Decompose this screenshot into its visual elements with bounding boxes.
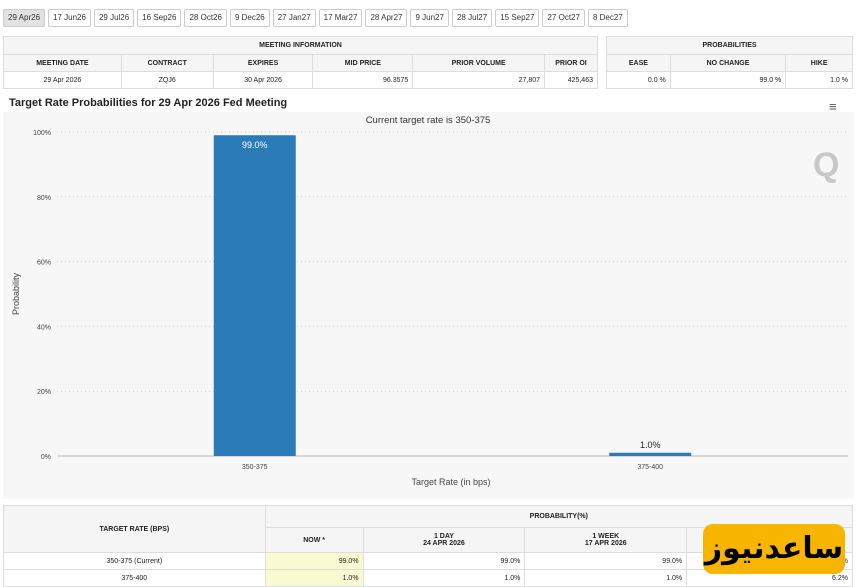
y-tick-label: 60%	[37, 260, 51, 267]
probability-value: 1.0 %	[785, 71, 853, 89]
probability-cell: 1.0%	[264, 569, 364, 587]
meeting-value: 29 Apr 2026	[3, 71, 122, 89]
column-header: NO CHANGE	[669, 54, 787, 72]
meeting-tab[interactable]: 16 Sep26	[137, 9, 182, 27]
y-tick-label: 100%	[33, 130, 51, 137]
period-header: 1 DAY 24 APR 2026	[362, 527, 526, 553]
meeting-tabs: 29 Apr26 17 Jun26 29 Jul26 16 Sep26 28 Oct26…	[3, 9, 628, 27]
meeting-value: 425,463	[544, 71, 598, 89]
meeting-value: 27,807	[412, 71, 546, 89]
period-label: NOW *	[303, 536, 325, 544]
meeting-value: 96.3575	[312, 71, 414, 89]
probability-header: PROBABILITY(%)	[264, 505, 854, 528]
y-tick-label: 20%	[37, 389, 51, 396]
chart-title: Target Rate Probabilities for 29 Apr 202…	[9, 97, 288, 109]
column-header: EXPIRES	[212, 54, 314, 72]
meeting-tab[interactable]: 28 Oct26	[184, 9, 227, 27]
meeting-tab[interactable]: 17 Jun26	[48, 9, 91, 27]
target-rate: 350-375 (Current)	[3, 552, 266, 570]
meeting-tab[interactable]: 29 Apr26	[3, 9, 46, 27]
meeting-info-table: MEETING INFORMATION MEETING DATE CONTRACT…	[3, 36, 598, 89]
period-header: 1 WEEK 17 APR 2026	[524, 527, 688, 553]
meeting-tab[interactable]: 28 Jul27	[451, 9, 493, 27]
period-header: NOW *	[264, 527, 364, 553]
y-axis-label: Probability	[11, 272, 21, 315]
meeting-tab[interactable]: 17 Mar27	[318, 9, 363, 27]
column-header: HIKE	[785, 54, 853, 72]
meeting-info-header: MEETING INFORMATION	[3, 36, 598, 55]
q-logo-icon: Q	[813, 146, 839, 184]
data-label: 1.0%	[640, 440, 661, 450]
x-axis-label: Target Rate (in bps)	[411, 477, 490, 487]
meeting-tab[interactable]: 9 Dec26	[229, 9, 270, 27]
meeting-value: 30 Apr 2026	[212, 71, 314, 89]
probability-cell: 1.0%	[362, 569, 526, 587]
target-rate: 375-400	[3, 569, 266, 587]
probability-cell: 1.0%	[524, 569, 688, 587]
probability-cell: 99.0%	[362, 552, 526, 570]
meeting-tab[interactable]: 29 Jul26	[93, 9, 135, 27]
meeting-value: ZQJ6	[120, 71, 214, 89]
column-header: CONTRACT	[120, 54, 214, 72]
chart-subtitle: Current target rate is 350-375	[366, 115, 491, 126]
meeting-tab[interactable]: 15 Sep27	[495, 9, 540, 27]
column-header: PRIOR VOLUME	[412, 54, 546, 72]
chart-panel: Current target rate is 350-375 0% 20% 40% 60…	[3, 112, 854, 499]
probability-value: 99.0 %	[669, 71, 787, 89]
period-label: 1 DAY	[433, 533, 454, 540]
watermark-logo: ساعدنیوز	[703, 524, 845, 574]
data-label: 99.0%	[242, 140, 268, 150]
period-label: 1 WEEK	[592, 533, 620, 540]
table-row: 375-400 1.0% 1.0% 1.0% 6.2%	[3, 569, 853, 587]
column-header: MID PRICE	[312, 54, 414, 72]
bar[interactable]	[213, 135, 296, 457]
period-date: 17 APR 2026	[584, 540, 627, 547]
probabilities-header: PROBABILITIES	[606, 36, 853, 55]
probability-cell: 99.0%	[264, 552, 364, 570]
column-header: MEETING DATE	[3, 54, 122, 72]
probabilities-table: PROBABILITIES EASE NO CHANGE HIKE 0.0 % 99.0…	[606, 36, 853, 89]
y-tick-label: 80%	[37, 195, 51, 202]
chart-menu-icon[interactable]: ≡	[829, 99, 837, 114]
probability-value: 0.0 %	[606, 71, 671, 89]
meeting-tab[interactable]: 9 Jun27	[410, 9, 449, 27]
probability-cell: 99.0%	[524, 552, 688, 570]
target-rate-header: TARGET RATE (BPS)	[3, 505, 266, 553]
meeting-tab[interactable]: 8 Dec27	[587, 9, 628, 27]
x-tick-label: 375-400	[637, 464, 663, 471]
y-tick-label: 0%	[41, 454, 51, 461]
x-tick-label: 350-375	[242, 464, 268, 471]
period-date: 24 APR 2026	[423, 540, 465, 547]
meeting-tab[interactable]: 28 Apr27	[365, 9, 408, 27]
y-tick-label: 40%	[37, 324, 51, 331]
column-header: EASE	[606, 54, 671, 72]
bar[interactable]	[609, 452, 692, 456]
bar-chart: Current target rate is 350-375 0% 20% 40% 60…	[11, 115, 848, 487]
meeting-tab[interactable]: 27 Jan27	[272, 9, 316, 27]
column-header: PRIOR OI	[544, 54, 598, 72]
meeting-tab[interactable]: 27 Oct27	[542, 9, 585, 27]
